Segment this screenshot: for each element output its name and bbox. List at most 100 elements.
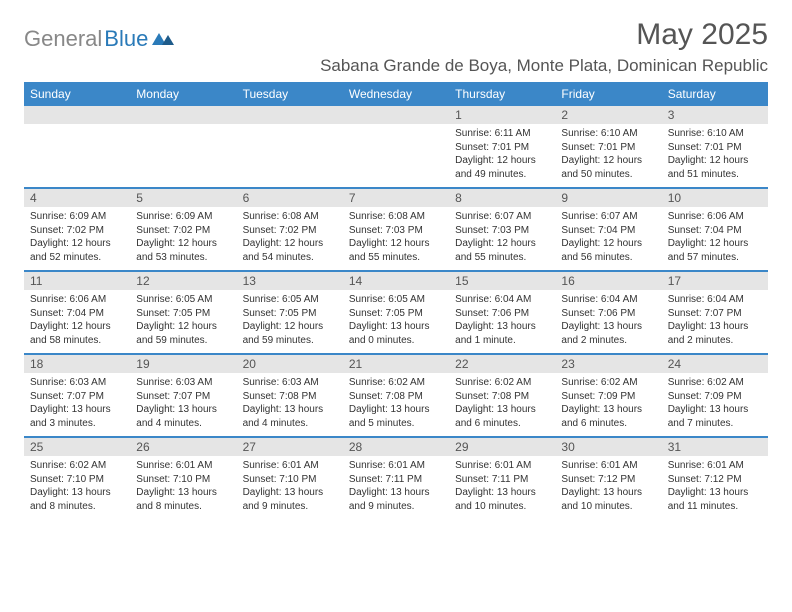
day-detail-line: Sunrise: 6:06 AM [30, 293, 124, 307]
day-detail-line: Sunrise: 6:01 AM [455, 459, 549, 473]
day-detail-line: and 9 minutes. [349, 500, 443, 514]
day-detail-line: and 10 minutes. [561, 500, 655, 514]
logo-mark-icon [152, 29, 174, 45]
day-detail-line: Sunrise: 6:06 AM [668, 210, 762, 224]
day-detail-line: Sunset: 7:09 PM [561, 390, 655, 404]
day-number-cell: 22 [449, 355, 555, 373]
day-detail-line: Sunset: 7:06 PM [561, 307, 655, 321]
day-detail-line: Sunset: 7:03 PM [455, 224, 549, 238]
day-detail-line: Sunrise: 6:08 AM [243, 210, 337, 224]
day-detail-line: Sunrise: 6:09 AM [136, 210, 230, 224]
day-detail-line: Sunrise: 6:11 AM [455, 127, 549, 141]
day-number-cell: 8 [449, 189, 555, 207]
day-detail-cell: Sunrise: 6:10 AMSunset: 7:01 PMDaylight:… [662, 124, 768, 187]
day-detail-line: Daylight: 12 hours [561, 237, 655, 251]
day-detail-line: Sunrise: 6:02 AM [561, 376, 655, 390]
day-detail-line: Sunset: 7:08 PM [243, 390, 337, 404]
day-detail-line: Daylight: 12 hours [455, 237, 549, 251]
day-detail-line: Daylight: 13 hours [136, 486, 230, 500]
day-detail-cell: Sunrise: 6:01 AMSunset: 7:10 PMDaylight:… [130, 456, 236, 519]
day-number-cell: 13 [237, 272, 343, 290]
day-detail-line: Sunset: 7:01 PM [455, 141, 549, 155]
day-number-cell [24, 106, 130, 124]
day-detail-line: Sunrise: 6:01 AM [561, 459, 655, 473]
day-detail-line: Daylight: 12 hours [561, 154, 655, 168]
day-detail-line: Sunset: 7:03 PM [349, 224, 443, 238]
day-detail-line: Sunset: 7:08 PM [349, 390, 443, 404]
weekday-header-row: SundayMondayTuesdayWednesdayThursdayFrid… [24, 82, 768, 106]
day-detail-line: Sunrise: 6:07 AM [561, 210, 655, 224]
day-detail-line: Sunset: 7:09 PM [668, 390, 762, 404]
day-detail-line: Daylight: 13 hours [455, 486, 549, 500]
day-number-cell: 16 [555, 272, 661, 290]
day-detail-line: and 1 minute. [455, 334, 549, 348]
day-number-cell [130, 106, 236, 124]
day-number-cell: 9 [555, 189, 661, 207]
day-detail-line: Daylight: 12 hours [30, 320, 124, 334]
day-number-cell: 26 [130, 438, 236, 456]
day-detail-line: Sunset: 7:07 PM [136, 390, 230, 404]
day-detail-line: and 50 minutes. [561, 168, 655, 182]
day-detail-cell: Sunrise: 6:01 AMSunset: 7:12 PMDaylight:… [662, 456, 768, 519]
weekday-header-cell: Saturday [662, 82, 768, 106]
title-block: May 2025 Sabana Grande de Boya, Monte Pl… [320, 18, 768, 76]
day-detail-line: Sunset: 7:12 PM [561, 473, 655, 487]
day-detail-cell: Sunrise: 6:03 AMSunset: 7:08 PMDaylight:… [237, 373, 343, 436]
day-number-cell: 27 [237, 438, 343, 456]
day-detail-line: Sunrise: 6:02 AM [455, 376, 549, 390]
day-number-cell: 6 [237, 189, 343, 207]
logo: GeneralBlue [24, 26, 174, 52]
day-detail-line: and 4 minutes. [243, 417, 337, 431]
day-detail-line: Sunset: 7:04 PM [30, 307, 124, 321]
day-detail-line: Sunrise: 6:03 AM [136, 376, 230, 390]
day-detail-line: Sunrise: 6:07 AM [455, 210, 549, 224]
day-detail-cell: Sunrise: 6:09 AMSunset: 7:02 PMDaylight:… [24, 207, 130, 270]
day-detail-line: Daylight: 12 hours [668, 237, 762, 251]
weekday-header-cell: Thursday [449, 82, 555, 106]
day-detail-line: Daylight: 13 hours [561, 403, 655, 417]
day-detail-line: Sunrise: 6:10 AM [561, 127, 655, 141]
day-detail-cell: Sunrise: 6:01 AMSunset: 7:11 PMDaylight:… [343, 456, 449, 519]
day-detail-line: Sunrise: 6:04 AM [455, 293, 549, 307]
day-detail-line: and 6 minutes. [455, 417, 549, 431]
day-detail-line: Sunrise: 6:04 AM [668, 293, 762, 307]
day-number-cell: 30 [555, 438, 661, 456]
day-detail-line: Sunset: 7:02 PM [30, 224, 124, 238]
day-detail-line: and 54 minutes. [243, 251, 337, 265]
day-detail-cell: Sunrise: 6:05 AMSunset: 7:05 PMDaylight:… [130, 290, 236, 353]
day-detail-line: Sunrise: 6:02 AM [668, 376, 762, 390]
day-detail-line: and 55 minutes. [455, 251, 549, 265]
day-detail-line: Sunset: 7:01 PM [561, 141, 655, 155]
weekday-header-cell: Wednesday [343, 82, 449, 106]
day-detail-cell: Sunrise: 6:03 AMSunset: 7:07 PMDaylight:… [130, 373, 236, 436]
day-detail-line: Daylight: 13 hours [668, 403, 762, 417]
logo-text-gray: General [24, 26, 102, 52]
day-detail-line: and 3 minutes. [30, 417, 124, 431]
day-detail-line: and 55 minutes. [349, 251, 443, 265]
day-detail-line: and 6 minutes. [561, 417, 655, 431]
day-detail-line: Sunset: 7:10 PM [136, 473, 230, 487]
day-detail-line: Sunrise: 6:02 AM [30, 459, 124, 473]
day-detail-line: Sunset: 7:06 PM [455, 307, 549, 321]
day-number-cell: 10 [662, 189, 768, 207]
day-number-cell [343, 106, 449, 124]
day-detail-line: Daylight: 13 hours [455, 403, 549, 417]
day-number-cell: 2 [555, 106, 661, 124]
day-detail-line: Sunset: 7:11 PM [455, 473, 549, 487]
day-detail-line: Sunset: 7:05 PM [136, 307, 230, 321]
day-detail-line: Daylight: 13 hours [349, 486, 443, 500]
day-detail-line: Daylight: 13 hours [668, 320, 762, 334]
location-text: Sabana Grande de Boya, Monte Plata, Domi… [320, 56, 768, 76]
day-detail-line: Daylight: 13 hours [349, 403, 443, 417]
weekday-header-cell: Sunday [24, 82, 130, 106]
day-detail-line: Daylight: 13 hours [243, 486, 337, 500]
day-detail-cell: Sunrise: 6:08 AMSunset: 7:03 PMDaylight:… [343, 207, 449, 270]
day-detail-cell: Sunrise: 6:07 AMSunset: 7:03 PMDaylight:… [449, 207, 555, 270]
weekday-header-cell: Friday [555, 82, 661, 106]
day-detail-line: Sunset: 7:02 PM [243, 224, 337, 238]
day-number-cell: 19 [130, 355, 236, 373]
day-detail-cell: Sunrise: 6:02 AMSunset: 7:08 PMDaylight:… [343, 373, 449, 436]
day-number-cell: 24 [662, 355, 768, 373]
day-detail-line: and 59 minutes. [243, 334, 337, 348]
day-detail-line: and 7 minutes. [668, 417, 762, 431]
